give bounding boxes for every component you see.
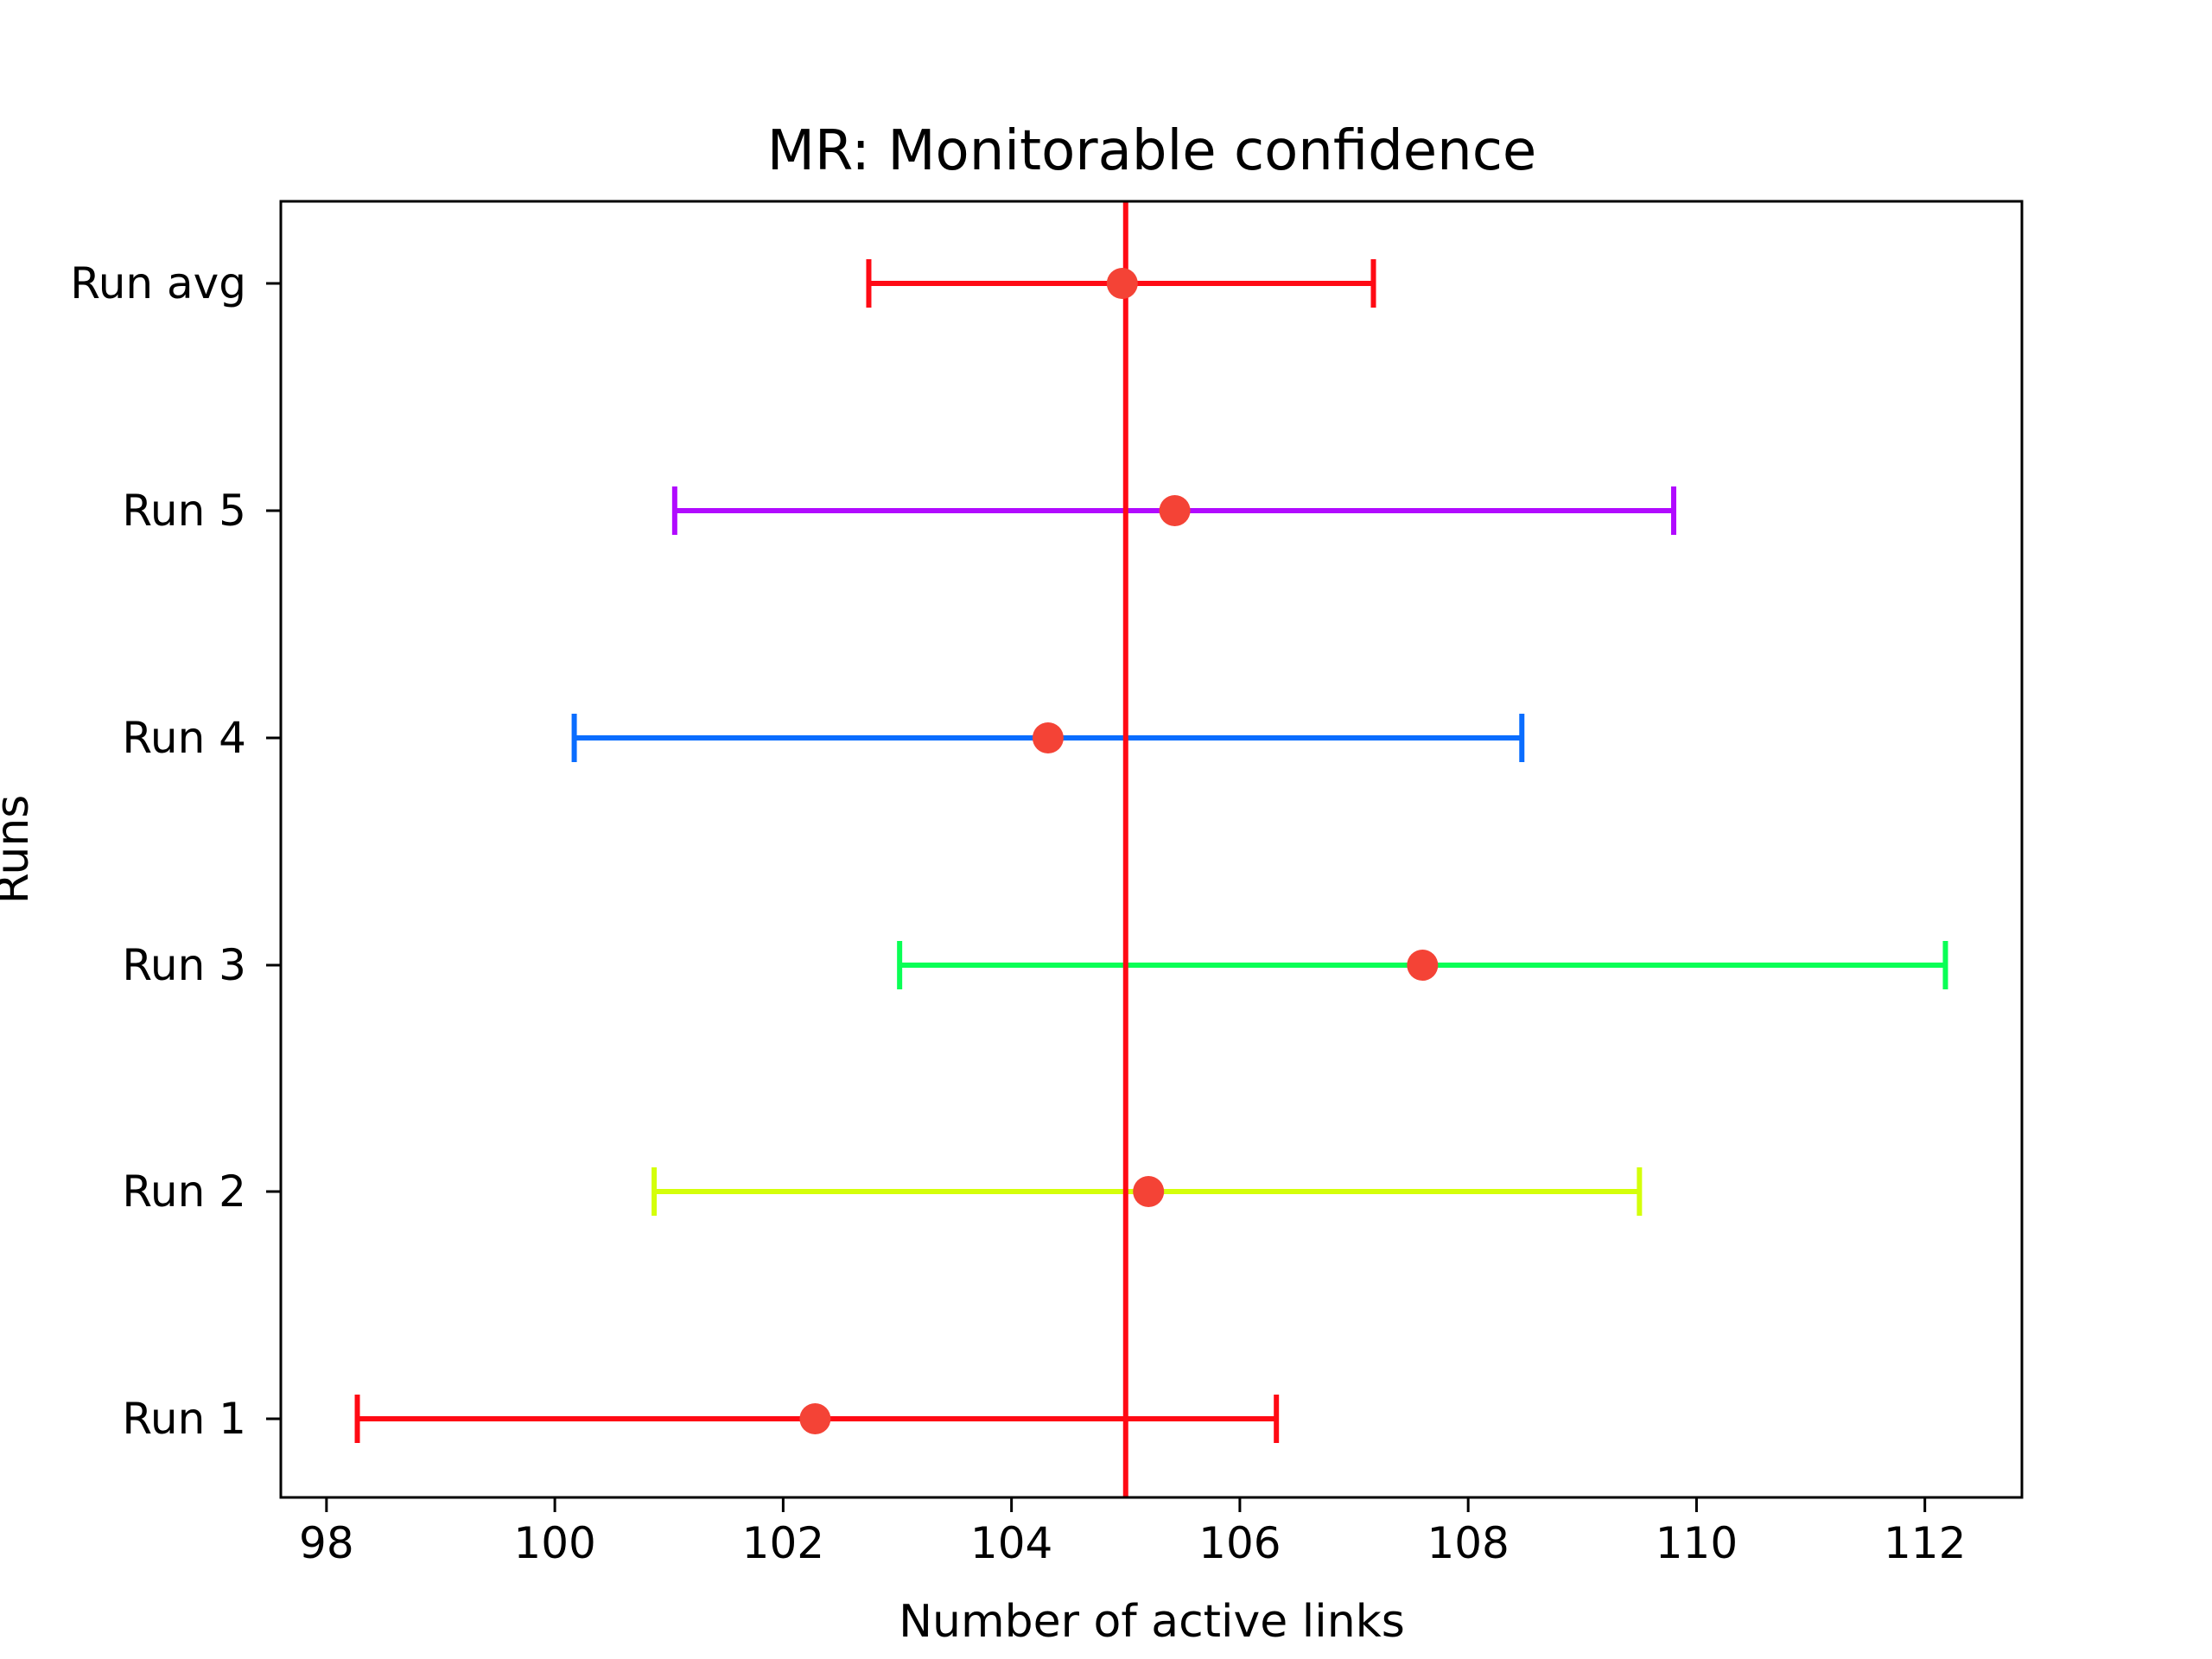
mean-point	[1106, 268, 1138, 299]
y-tick-label: Run 5	[122, 486, 246, 536]
mean-point	[1159, 495, 1191, 526]
y-tick-label: Run 4	[122, 713, 246, 763]
x-tick-label: 110	[1656, 1518, 1738, 1568]
chart-title: MR: Monitorable confidence	[767, 119, 1537, 183]
mean-point	[1407, 950, 1439, 981]
x-axis: 98 100 102 104 106 108 110 112	[299, 1497, 1966, 1568]
plot-frame	[279, 200, 2024, 1499]
y-tick-label: Run 1	[122, 1394, 246, 1444]
y-tick-label: Run 3	[122, 940, 246, 990]
x-tick-label: 106	[1198, 1518, 1281, 1568]
plot-marks	[354, 201, 1948, 1497]
x-axis-label: Number of active links	[899, 1596, 1405, 1648]
x-tick-label: 100	[513, 1518, 595, 1568]
y-tick-label: Run avg	[70, 258, 246, 308]
y-axis-label: Runs	[0, 795, 39, 905]
x-tick-label: 98	[299, 1518, 354, 1568]
y-tick-label: Run 2	[122, 1166, 246, 1217]
y-axis: Run 1 Run 2 Run 3 Run 4 Run 5 Run avg	[70, 258, 281, 1444]
x-tick-label: 104	[970, 1518, 1052, 1568]
x-tick-label: 112	[1884, 1518, 1966, 1568]
mean-point	[1133, 1176, 1165, 1207]
x-tick-label: 108	[1427, 1518, 1509, 1568]
mean-point	[799, 1403, 831, 1434]
x-tick-label: 102	[742, 1518, 824, 1568]
mean-point	[1032, 722, 1064, 753]
